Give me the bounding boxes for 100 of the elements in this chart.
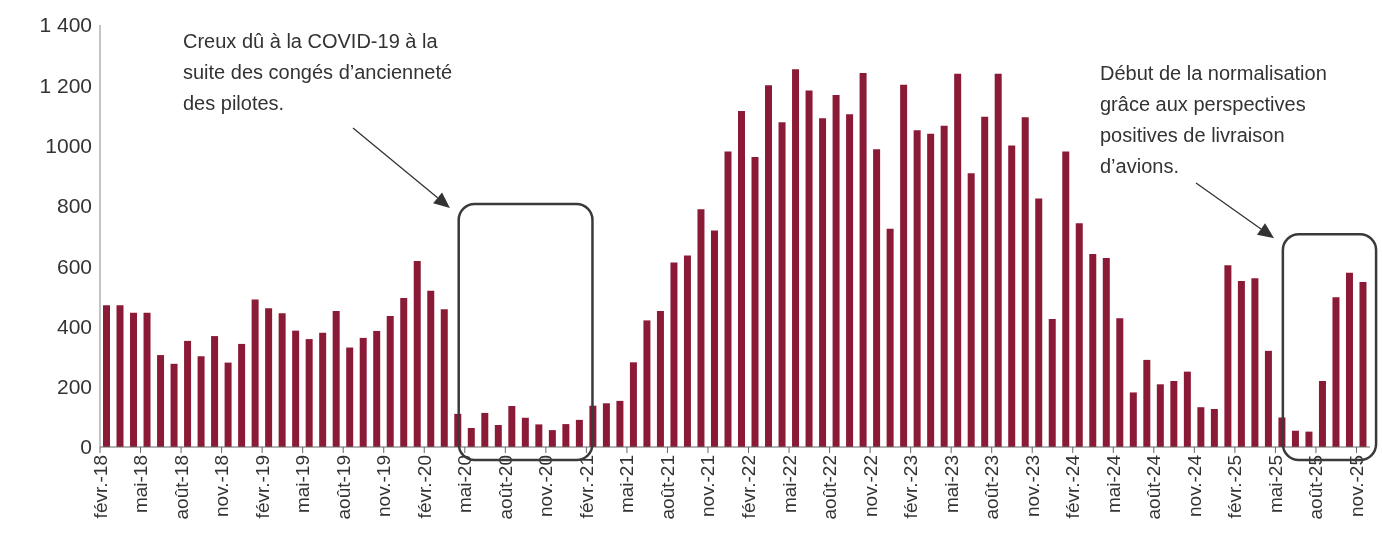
bar <box>359 337 367 447</box>
bar <box>1143 359 1151 447</box>
x-tick-label: nov.-22 <box>859 455 881 517</box>
bar <box>1359 282 1367 447</box>
bar <box>157 355 165 447</box>
bar <box>224 362 232 447</box>
bar <box>116 305 124 447</box>
bar <box>765 85 773 447</box>
y-tick-label: 800 <box>56 194 92 218</box>
bar <box>1021 117 1029 447</box>
bar <box>602 403 610 447</box>
x-tick-label: mai-24 <box>1102 454 1124 514</box>
bar <box>521 417 529 447</box>
bar <box>805 90 813 447</box>
bar <box>211 336 219 447</box>
x-tick-label: févr.-25 <box>1224 455 1246 519</box>
bar <box>751 157 759 447</box>
x-tick-label: mai-20 <box>454 455 476 514</box>
bar <box>981 116 989 447</box>
bar <box>1129 392 1137 447</box>
bar <box>738 110 745 447</box>
x-tick-label: août-18 <box>170 455 192 520</box>
bar <box>616 400 624 447</box>
bar <box>265 308 273 447</box>
bar <box>710 230 718 447</box>
bar <box>1075 223 1083 447</box>
bar <box>319 332 327 447</box>
y-tick-label: 0 <box>80 435 92 459</box>
bar <box>1035 198 1043 447</box>
bar <box>548 430 556 447</box>
x-tick-label: févr.-18 <box>89 455 111 519</box>
y-tick-label: 1 200 <box>39 73 92 97</box>
bar <box>170 363 178 447</box>
bar <box>535 424 543 447</box>
bar <box>373 330 381 447</box>
bar <box>1116 318 1124 447</box>
x-tick-label: mai-18 <box>130 455 152 514</box>
x-tick-label: août-23 <box>981 455 1003 520</box>
bar <box>305 339 313 447</box>
bar <box>1008 145 1016 447</box>
bar <box>143 312 151 447</box>
bar <box>927 133 935 447</box>
annotation: Creux dû à la COVID-19 à la suite des congés d’ancienneté des pilotes. <box>183 29 454 116</box>
x-tick-label: août-24 <box>1143 454 1165 520</box>
bar <box>427 290 435 447</box>
x-tick-label: févr.-21 <box>575 455 597 519</box>
x-tick-label: mai-21 <box>616 455 638 514</box>
bar <box>1102 258 1110 447</box>
bar <box>1251 278 1259 447</box>
bar <box>1332 297 1340 447</box>
y-tick-label: 400 <box>56 314 92 338</box>
bar <box>913 130 921 447</box>
bar <box>629 362 637 447</box>
bar <box>994 73 1002 447</box>
bar <box>886 228 894 447</box>
bar <box>1062 151 1070 447</box>
bar <box>1210 409 1218 447</box>
bar <box>683 255 691 447</box>
bar <box>103 305 110 447</box>
bar <box>292 330 300 447</box>
bar <box>940 125 948 447</box>
bar <box>481 412 489 447</box>
bar <box>278 313 286 447</box>
x-tick-label: nov.-25 <box>1345 455 1367 517</box>
x-tick-label: nov.-18 <box>211 455 233 517</box>
x-tick-label: août-22 <box>819 455 841 520</box>
bar <box>1224 265 1232 447</box>
bar <box>346 347 354 447</box>
bar <box>467 428 475 447</box>
x-tick-label: févr.-24 <box>1062 454 1084 519</box>
bar <box>819 118 827 447</box>
x-tick-label: août-21 <box>656 455 678 520</box>
bar <box>332 311 340 447</box>
x-tick-label: août-20 <box>494 455 516 520</box>
x-tick-label: févr.-23 <box>900 455 922 519</box>
bar <box>1345 272 1353 447</box>
bar <box>562 424 570 447</box>
bar <box>1156 384 1164 447</box>
bar <box>1089 254 1097 447</box>
x-tick-label: févr.-19 <box>251 455 273 519</box>
bar <box>251 299 259 447</box>
bar <box>494 425 502 447</box>
y-tick-label: 1000 <box>45 134 92 158</box>
bar <box>1237 280 1245 447</box>
bar <box>413 261 421 447</box>
bar <box>184 340 192 447</box>
bar <box>859 72 867 447</box>
annotation: Début de la normalisation grâce aux perspectives positives de livraison d’avions. <box>1100 61 1328 179</box>
bar <box>1305 431 1313 447</box>
bar <box>400 298 408 447</box>
x-tick-label: nov.-23 <box>1021 455 1043 517</box>
x-tick-label: mai-23 <box>940 455 962 514</box>
bar <box>967 173 975 447</box>
bar <box>575 419 583 447</box>
bar <box>954 73 962 447</box>
bar <box>1318 380 1326 447</box>
bar <box>386 315 394 447</box>
bar <box>792 69 800 447</box>
x-tick-label: mai-22 <box>778 455 800 514</box>
x-tick-label: nov.-19 <box>373 455 395 517</box>
